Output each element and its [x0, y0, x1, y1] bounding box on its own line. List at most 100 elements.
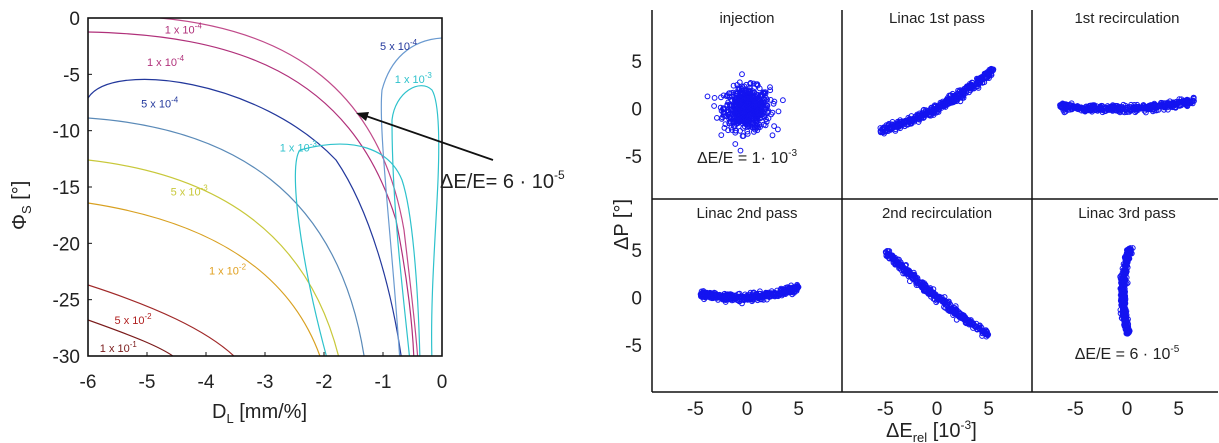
scatter-x-tick-label: 5 [983, 399, 994, 420]
scatter-point [718, 132, 725, 139]
contour-line [88, 117, 365, 356]
scatter-point [762, 293, 769, 299]
scatter-point [1121, 304, 1128, 310]
scatter-point [754, 297, 761, 304]
scatter-point [1122, 268, 1128, 275]
scatter-point [1178, 96, 1185, 103]
scatter-point [1122, 264, 1129, 271]
scatter-x-tick-label: 0 [932, 399, 943, 420]
scatter-point [786, 287, 793, 294]
scatter-point [725, 127, 731, 134]
scatter-point [747, 95, 754, 102]
scatter-point [1125, 247, 1132, 253]
phase-space-panels: injection Linac 1st pass 1st recirculati… [611, 10, 1218, 443]
scatter-point [1144, 106, 1151, 113]
scatter-point [714, 115, 720, 121]
final-spread-note: ΔE/E = 6 · 10-5 [1075, 344, 1180, 363]
scatter-point [1170, 100, 1176, 107]
scatter-point [964, 83, 970, 90]
x-tick-label: -3 [257, 372, 274, 393]
scatter-x-tick-label: -5 [877, 399, 894, 420]
scatter-point [892, 261, 899, 268]
scatter-point [961, 87, 967, 93]
contour-line [380, 37, 442, 356]
contour-line [88, 78, 402, 356]
scatter-point [920, 285, 927, 292]
panel-title-injection: injection [719, 10, 774, 27]
scatter-point [781, 290, 788, 296]
scatter-point [1122, 311, 1128, 318]
y-tick-label: -10 [53, 122, 80, 143]
annotation-arrow [365, 115, 494, 161]
scatter-point [1149, 103, 1156, 110]
scatter-y-tick-label: 5 [631, 52, 642, 73]
scatter-point [738, 91, 744, 98]
scatter-point [919, 111, 926, 118]
scatter-point [1112, 107, 1119, 113]
scatter-point [885, 122, 892, 128]
scatter-point [910, 275, 916, 282]
scatter-point [733, 118, 740, 124]
scatter-point [1124, 252, 1131, 259]
scatter-point [976, 78, 982, 85]
scatter-point [975, 80, 982, 87]
scatter-point [913, 280, 919, 286]
scatter-point [930, 106, 937, 113]
scatter-point [780, 97, 786, 104]
scatter-point [967, 83, 974, 90]
scatter-point [1121, 317, 1127, 324]
panel-title-1st-recirculation: 1st recirculation [1074, 10, 1179, 27]
scatter-point [941, 103, 947, 110]
scatter-point [1159, 103, 1166, 109]
scatter-point [1139, 104, 1146, 110]
scatter-point [704, 93, 711, 100]
scatter-point [737, 97, 744, 103]
contour-line [88, 31, 415, 356]
scatter-point [924, 289, 931, 296]
scatter-point [739, 133, 746, 140]
scatter-point [907, 278, 913, 285]
scatter-point [735, 104, 742, 111]
scatter-point [930, 292, 937, 299]
scatter-point [775, 108, 782, 115]
scatter-point [751, 129, 757, 135]
scatter-point [974, 326, 980, 333]
scatter-point [907, 117, 914, 124]
scatter-point [732, 141, 739, 147]
scatter-point [956, 313, 962, 320]
contour-line [88, 202, 321, 356]
panel-title-linac-3rd-pass: Linac 3rd pass [1078, 205, 1176, 222]
injection-spread-note: ΔE/E = 1· 10-3 [697, 148, 798, 167]
scatter-point [756, 109, 763, 115]
contour-plot: -6 -5 -4 -3 -2 -1 0 0-5-10-15-20-25-30 1 x 10-… [9, 9, 565, 426]
scatter-point [746, 88, 753, 95]
scatter-point [933, 109, 940, 116]
contour-line [391, 85, 440, 356]
scatter-point [747, 108, 754, 115]
scatter-point [891, 258, 898, 265]
y-tick-labels: 0 -5 -10 -15 -20 -25 -30 [53, 9, 92, 368]
scatter-point [956, 92, 963, 99]
scatter-points [697, 65, 1197, 340]
annotation-text: ΔE/E= 6 · 10-5 [440, 168, 565, 193]
scatter-point [1153, 107, 1160, 114]
scatter-point [1190, 94, 1197, 101]
contour-label: 1 x 10-3 [395, 71, 433, 86]
panel-title-linac-1st-pass: Linac 1st pass [889, 10, 985, 27]
contour-label: 1 x 10-4 [147, 54, 185, 69]
scatter-point [910, 272, 916, 278]
contour-label: 1 x 10-3 [280, 140, 318, 155]
contour-line [88, 159, 340, 356]
scatter-point [977, 326, 983, 332]
scatter-point [739, 71, 745, 78]
scatter-point [759, 91, 766, 98]
scatter-point [979, 79, 986, 86]
scatter-point [1127, 246, 1134, 253]
scatter-point [736, 107, 742, 114]
scatter-point [885, 251, 892, 258]
scatter-point [731, 110, 738, 116]
scatter-point [1117, 292, 1124, 299]
y-tick-label: -30 [53, 347, 80, 368]
scatter-point [1126, 106, 1133, 113]
